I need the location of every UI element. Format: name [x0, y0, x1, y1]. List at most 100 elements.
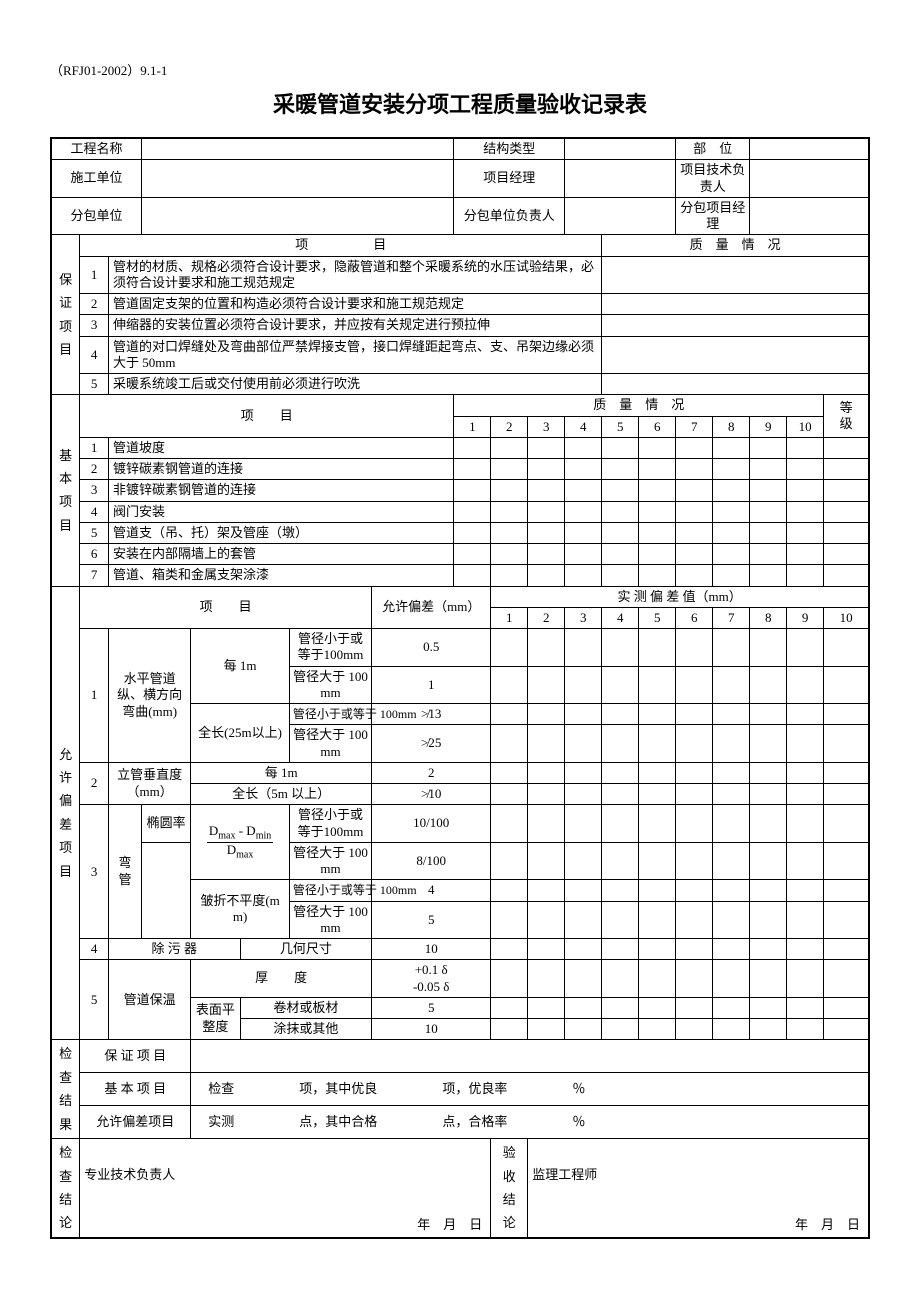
jb-col-1: 1: [454, 416, 491, 437]
yx-r3-v2: 8/100: [372, 842, 491, 880]
jb-col-9: 9: [750, 416, 787, 437]
jb-row-2: 2镀锌碳素钢管道的连接: [51, 459, 869, 480]
bz-row-1: 1管材的材质、规格必须符合设计要求，隐蔽管道和整个采暖系统的水压试验结果，必须符…: [51, 256, 869, 294]
section-jb-label: 基本项目: [51, 395, 80, 586]
jb-row-7: 7管道、箱类和金属支架涂漆: [51, 565, 869, 586]
yx-r1-name: 水平管道纵、横方向弯曲(mm): [109, 629, 191, 763]
jb-col-5: 5: [602, 416, 639, 437]
label-tech-lead: 项目技术负责人: [676, 160, 750, 198]
yx-row-1a: 1 水平管道纵、横方向弯曲(mm) 每 1m 管径小于或等于100mm 0.5: [51, 629, 869, 667]
bz-num-3: 3: [80, 315, 109, 336]
section-yx-label: 允许偏差项目: [51, 586, 80, 1040]
bz-item-4: 管道的对口焊缝处及弯曲部位严禁焊接支管，接口焊缝距起弯点、支、吊架边缘必须大于 …: [109, 336, 602, 374]
bz-val-1[interactable]: [602, 256, 869, 294]
yx-r3-formula: Dmax - DminDmax: [191, 805, 290, 880]
bz-item-3: 伸缩器的安装位置必须符合设计要求，并应按有关规定进行预拉伸: [109, 315, 602, 336]
conclusion-left[interactable]: 专业技术负责人 年 月 日: [80, 1139, 491, 1238]
jb-col-2: 2: [491, 416, 528, 437]
field-tech-lead[interactable]: [750, 160, 869, 198]
bz-val-2[interactable]: [602, 294, 869, 315]
jb-item-3: 非镀锌碳素钢管道的连接: [109, 480, 454, 501]
yx-r1-v2: 1: [372, 666, 491, 704]
yx-r2-v1: 2: [372, 762, 491, 783]
yx-r1-c3: 管径小于或等于 100mm: [289, 704, 371, 725]
yx-r2-name: 立管垂直度（mm）: [109, 762, 191, 805]
yx-r5-v2: 10: [372, 1019, 491, 1040]
yx-r2-c2: 全长（5m 以上）: [191, 784, 372, 805]
yx-r3-name: 弯管: [109, 805, 142, 939]
result-bz-value[interactable]: [191, 1040, 869, 1073]
field-subcontract-unit[interactable]: [141, 197, 453, 235]
jb-col-6: 6: [639, 416, 676, 437]
yx-row-3a: 3 弯管 椭圆率 Dmax - DminDmax 管径小于或等于100mm 10…: [51, 805, 869, 843]
field-sub-lead[interactable]: [565, 197, 676, 235]
jb-col-8: 8: [713, 416, 750, 437]
bz-item-1: 管材的材质、规格必须符合设计要求，隐蔽管道和整个采暖系统的水压试验结果，必须符合…: [109, 256, 602, 294]
bz-num-4: 4: [80, 336, 109, 374]
field-structure-type[interactable]: [565, 138, 676, 160]
conclusion-ys-label: 验收结论: [491, 1139, 528, 1238]
yx-row-5a: 5 管道保温 厚 度 +0.1 δ -0.05 δ: [51, 960, 869, 998]
jb-col-7: 7: [676, 416, 713, 437]
yx-meas-header: 实 测 偏 差 值（mm）: [491, 586, 869, 607]
result-bz-label: 保 证 项 目: [80, 1040, 191, 1073]
field-sub-pm[interactable]: [750, 197, 869, 235]
page-title: 采暖管道安装分项工程质量验收记录表: [50, 87, 870, 119]
yx-r5-sub2: 表面平整度: [191, 997, 240, 1040]
main-table: 工程名称 结构类型 部 位 施工单位 项目经理 项目技术负责人 分包单位 分包单…: [50, 137, 870, 1239]
result-jb-label: 基 本 项 目: [80, 1073, 191, 1106]
yx-r2-c1: 每 1m: [191, 762, 372, 783]
header-row-1: 工程名称 结构类型 部 位: [51, 138, 869, 160]
section-bz-label: 保证项目: [51, 235, 80, 395]
yx-r5-sub1: 厚 度: [191, 960, 372, 998]
bz-num-1: 1: [80, 256, 109, 294]
yx-r1-c4: 管径大于 100mm: [289, 725, 371, 763]
field-construction-unit[interactable]: [141, 160, 453, 198]
yx-r1-c1: 管径小于或等于100mm: [289, 629, 371, 667]
yx-r5-v1: 5: [372, 997, 491, 1018]
field-project-name[interactable]: [141, 138, 453, 160]
label-sub-pm: 分包项目经 理: [676, 197, 750, 235]
jb-col-3: 3: [528, 416, 565, 437]
yx-r2-v2: ≯10: [372, 784, 491, 805]
field-position[interactable]: [750, 138, 869, 160]
jb-row-4: 4阀门安装: [51, 501, 869, 522]
yx-item-header: 项 目: [80, 586, 372, 629]
jb-item-2: 镀锌碳素钢管道的连接: [109, 459, 454, 480]
yx-r3-sub2: 皱折不平度(mm): [191, 880, 290, 939]
jb-item-header: 项 目: [80, 395, 454, 438]
document-code: （RFJ01-2002）9.1-1: [50, 60, 870, 79]
yx-r3-v1: 10/100: [372, 805, 491, 843]
jb-col-4: 4: [565, 416, 602, 437]
yx-r3-c2: 管径大于 100mm: [289, 842, 371, 880]
label-structure-type: 结构类型: [454, 138, 565, 160]
conclusion-right[interactable]: 监理工程师 年 月 日: [528, 1139, 869, 1238]
yx-r5-c1: 卷材或板材: [240, 997, 372, 1018]
bz-val-4[interactable]: [602, 336, 869, 374]
bz-item-2: 管道固定支架的位置和构造必须符合设计要求和施工规范规定: [109, 294, 602, 315]
bz-num-2: 2: [80, 294, 109, 315]
label-pm: 项目经理: [454, 160, 565, 198]
yx-r4-v1: 10: [372, 939, 491, 960]
field-pm[interactable]: [565, 160, 676, 198]
section-conclusion-label: 检查结论: [51, 1139, 80, 1238]
yx-r3-c4: 管径大于 100mm: [289, 901, 371, 939]
bz-quality-header: 质 量 情 况: [602, 235, 869, 256]
bz-num-5: 5: [80, 374, 109, 395]
bz-item-header: 项 目: [80, 235, 602, 256]
jb-item-5: 管道支（吊、托）架及管座（墩）: [109, 522, 454, 543]
result-yx-line[interactable]: 实测 点，其中合格 点，合格率 ％: [191, 1106, 869, 1139]
yx-r1-sub2: 全长(25m以上): [191, 704, 290, 763]
bz-val-3[interactable]: [602, 315, 869, 336]
header-row-2: 施工单位 项目经理 项目技术负责人: [51, 160, 869, 198]
header-row-3: 分包单位 分包单位负责人 分包项目经 理: [51, 197, 869, 235]
yx-r1-v1: 0.5: [372, 629, 491, 667]
label-sub-lead: 分包单位负责人: [454, 197, 565, 235]
result-jb-line[interactable]: 检查 项，其中优良 项，优良率 ％: [191, 1073, 869, 1106]
yx-r5-c2: 涂抹或其他: [240, 1019, 372, 1040]
bz-val-5[interactable]: [602, 374, 869, 395]
yx-row-2a: 2 立管垂直度（mm） 每 1m 2: [51, 762, 869, 783]
yx-row-4: 4 除 污 器 几何尺寸 10: [51, 939, 869, 960]
jb-row-1: 1管道坡度: [51, 437, 869, 458]
jb-item-4: 阀门安装: [109, 501, 454, 522]
